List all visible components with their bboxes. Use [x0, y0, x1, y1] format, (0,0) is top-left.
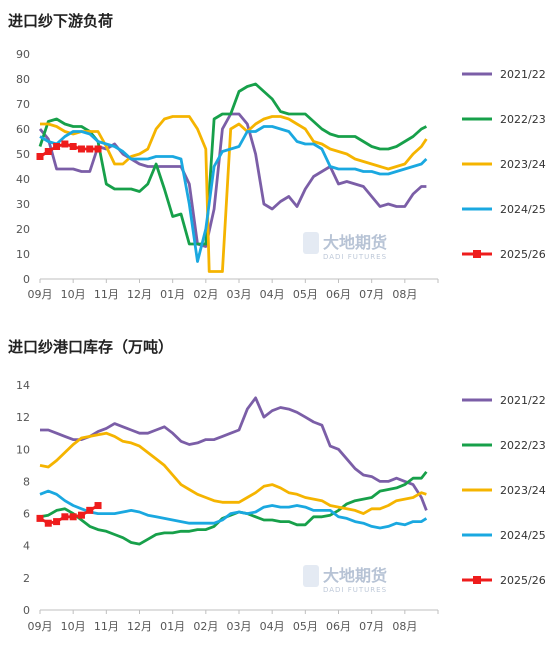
legend-label: 2022/23 [500, 439, 546, 452]
legend-label: 2023/24 [500, 484, 546, 497]
y-tick-label: 30 [16, 198, 30, 211]
series-line-2021-22 [38, 112, 427, 248]
line-chart-downstream-load: 0 10 20 30 40 50 60 70 80 90 09月 10月 11月 12月 01月 02月 03月… [16, 48, 546, 301]
y-tick-label: 70 [16, 98, 30, 111]
x-tick-label: 02月 [193, 288, 218, 301]
y-tick-label: 6 [23, 508, 30, 521]
data-point-marker [69, 513, 77, 521]
y-tick-label: 10 [16, 443, 30, 456]
watermark-brand: 大地期货 [323, 566, 387, 585]
data-point-marker [94, 502, 102, 510]
series-line-2023-24 [39, 431, 427, 515]
x-tick-label: 02月 [193, 620, 218, 633]
y-tick-label: 0 [23, 273, 30, 286]
y-tick-label: 60 [16, 123, 30, 136]
data-point-marker [77, 145, 85, 153]
x-tick-label: 11月 [94, 620, 119, 633]
data-point-marker [36, 153, 44, 160]
y-tick-label: 12 [16, 411, 30, 424]
x-tick-label: 10月 [61, 288, 86, 301]
x-tick-label: 05月 [293, 620, 318, 633]
data-point-marker [61, 513, 69, 521]
legend-label: 2024/25 [500, 529, 546, 542]
y-tick-label: 20 [16, 223, 30, 236]
legend-label: 2022/23 [500, 113, 546, 126]
y-tick-label: 80 [16, 73, 30, 86]
x-tick-label: 01月 [160, 288, 185, 301]
y-tick-label: 2 [23, 572, 30, 585]
x-tick-label: 06月 [326, 288, 351, 301]
chart-title: 进口纱下游负荷 [8, 12, 114, 30]
y-tick-label: 90 [16, 48, 30, 61]
data-point-marker [44, 148, 52, 155]
x-tick-label: 07月 [359, 288, 384, 301]
x-tick-label: 12月 [127, 288, 152, 301]
legend-label: 2021/22 [500, 68, 546, 81]
data-point-marker [94, 145, 102, 153]
data-point-marker [61, 140, 69, 148]
x-tick-label: 05月 [293, 288, 318, 301]
legend-marker [473, 250, 481, 258]
x-tick-label: 04月 [260, 620, 285, 633]
data-point-marker [53, 143, 61, 150]
legend: 2021/22 2022/23 2023/24 2024/25 2025/26 [462, 68, 546, 261]
watermark-brand: 大地期货 [323, 233, 387, 252]
x-tick-label: 08月 [392, 620, 417, 633]
series-line-2021-22 [40, 396, 428, 511]
x-tick-label: 08月 [392, 288, 417, 301]
x-tick-label: 11月 [94, 288, 119, 301]
x-tick-label: 04月 [260, 288, 285, 301]
x-tick-label: 09月 [28, 620, 53, 633]
data-point-marker [44, 519, 52, 527]
x-tick-label: 01月 [160, 620, 185, 633]
legend: 2021/22 2022/23 2023/24 2024/25 2025/26 [462, 394, 546, 587]
legend-label: 2025/26 [500, 248, 546, 261]
line-chart-port-inventory: 0 2 4 6 8 10 12 14 09月 10月 11月 12月 01月 02月 03月 04月 05月 06… [16, 379, 546, 633]
legend-label: 2023/24 [500, 158, 546, 171]
series-line-2022-23 [38, 82, 428, 246]
y-tick-label: 10 [16, 248, 30, 261]
chart-panel-downstream-load: 进口纱下游负荷 0 10 20 30 40 50 60 70 80 90 09月 10月 11月 12月 0… [8, 12, 546, 301]
data-point-marker [36, 514, 44, 522]
chart-title: 进口纱港口库存（万吨） [8, 338, 174, 356]
y-tick-label: 40 [16, 173, 30, 186]
x-tick-label: 09月 [28, 288, 53, 301]
x-tick-label: 07月 [359, 620, 384, 633]
chart-panel-port-inventory: 进口纱港口库存（万吨） 0 2 4 6 8 10 12 14 09月 10月 11月 12月 01月 02… [0, 326, 550, 652]
y-tick-label: 50 [16, 148, 30, 161]
watermark-sub: DADI FUTURES [323, 253, 387, 261]
legend-label: 2025/26 [500, 574, 546, 587]
logo-icon [303, 232, 319, 254]
data-point-marker [86, 145, 94, 153]
legend-label: 2021/22 [500, 394, 546, 407]
x-tick-label: 12月 [127, 620, 152, 633]
x-tick-label: 10月 [61, 620, 86, 633]
data-point-marker [77, 511, 85, 519]
legend-label: 2024/25 [500, 203, 546, 216]
data-point-marker [86, 506, 94, 514]
x-tick-label: 03月 [227, 620, 252, 633]
watermark-sub: DADI FUTURES [323, 586, 387, 594]
x-tick-label: 06月 [326, 620, 351, 633]
series-line-2023-24 [40, 115, 428, 273]
y-tick-label: 14 [16, 379, 30, 392]
y-tick-label: 4 [23, 540, 30, 553]
series-line-2024-25 [39, 125, 428, 263]
data-point-marker [69, 143, 77, 150]
y-tick-label: 8 [23, 475, 30, 488]
legend-marker [473, 576, 481, 584]
y-tick-label: 0 [23, 604, 30, 617]
logo-icon [303, 565, 319, 587]
x-tick-label: 03月 [227, 288, 252, 301]
data-point-marker [53, 518, 61, 526]
series-line-2024-25 [39, 489, 428, 530]
